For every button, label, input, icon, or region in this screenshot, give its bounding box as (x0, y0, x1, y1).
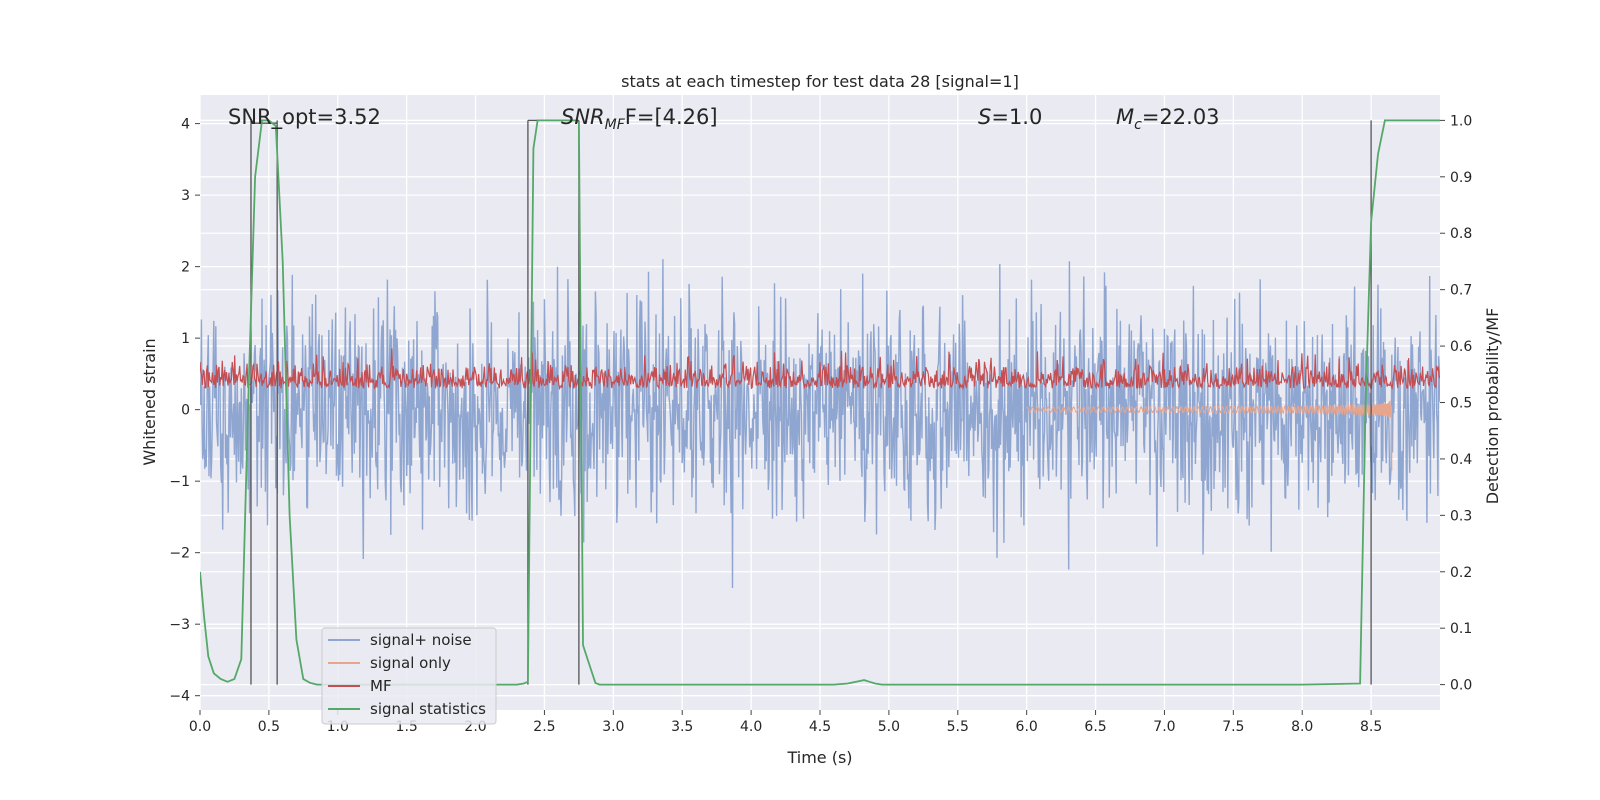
legend-label: signal+ noise (370, 631, 472, 649)
annotation-snr-mf-value: F=[4.26] (625, 105, 718, 129)
x-tick-label: 4.5 (809, 719, 831, 735)
x-tick-label: 4.0 (740, 719, 762, 735)
y-right-tick-label: 0.6 (1450, 339, 1472, 355)
legend-label: signal only (370, 654, 451, 672)
annotation-mc: Mc=22.03 (1116, 105, 1220, 133)
chart-title: stats at each timestep for test data 28 … (621, 72, 1019, 91)
annotation-mc-sub: c (1134, 117, 1142, 133)
y-left-tick-label: −2 (169, 546, 190, 562)
x-tick-label: 8.0 (1291, 719, 1313, 735)
x-tick-label: 8.5 (1360, 719, 1382, 735)
legend-label: MF (370, 677, 392, 695)
x-tick-label: 7.0 (1153, 719, 1175, 735)
y-left-tick-label: −1 (169, 474, 190, 490)
y-right-tick-label: 0.8 (1450, 226, 1472, 242)
y-right-tick-label: 0.9 (1450, 170, 1472, 186)
y-left-tick-label: 3 (181, 188, 190, 204)
x-tick-label: 3.0 (602, 719, 624, 735)
legend-box (321, 627, 497, 725)
y-right-tick-label: 0.0 (1450, 678, 1472, 694)
annotation-mc-value: =22.03 (1142, 105, 1220, 129)
y-axis-left-label: Whitened strain (140, 338, 159, 465)
y-left-tick-label: 1 (181, 331, 190, 347)
x-tick-label: 6.0 (1016, 719, 1038, 735)
y-left-tick-label: 2 (181, 260, 190, 276)
x-tick-label: 0.5 (258, 719, 280, 735)
y-left-tick-label: 0 (181, 403, 190, 419)
y-left-tick-label: 4 (181, 117, 190, 133)
x-tick-label: 3.5 (671, 719, 693, 735)
y-axis-right-ticks: 0.0 0.1 0.2 0.3 0.4 0.5 0.6 0.7 0.8 0.9 1.0 (1440, 113, 1472, 694)
y-right-tick-label: 0.3 (1450, 508, 1472, 524)
y-right-tick-label: 0.1 (1450, 621, 1472, 637)
y-axis-right-label: Detection probability/MF (1483, 308, 1502, 505)
x-axis-ticks: 0.0 0.5 1.0 1.5 2.0 2.5 3.0 3.5 4.0 4.5 5.0 5.5 6.0 6… (189, 710, 1382, 735)
annotation-snr-mf: SNRMFF=[4.26] (561, 105, 718, 133)
y-right-tick-label: 0.4 (1450, 452, 1472, 468)
x-tick-label: 2.5 (533, 719, 555, 735)
y-right-tick-label: 0.2 (1450, 565, 1472, 581)
annotation-mc-symbol: M (1116, 105, 1134, 129)
y-axis-left-ticks: −4 −3 −2 −1 0 1 2 3 4 (169, 117, 200, 705)
legend: signal+ noise signal only MF signal statist… (321, 627, 497, 725)
x-tick-label: 7.5 (1222, 719, 1244, 735)
y-right-tick-label: 1.0 (1450, 113, 1472, 129)
annotation-snr-opt: SNR_opt=3.52 (228, 105, 381, 130)
y-right-tick-label: 0.7 (1450, 283, 1472, 299)
x-tick-label: 5.0 (878, 719, 900, 735)
legend-label: signal statistics (370, 700, 486, 718)
x-tick-label: 0.0 (189, 719, 211, 735)
annotation-s-symbol: S (978, 105, 991, 129)
annotation-s-value: =1.0 (991, 105, 1042, 129)
y-left-tick-label: −4 (169, 689, 190, 705)
x-tick-label: 5.5 (947, 719, 969, 735)
series-signal-only (1026, 400, 1393, 471)
series-layer (200, 119, 1440, 686)
y-right-tick-label: 0.5 (1450, 396, 1472, 412)
annotation-snr-mf-sub: MF (605, 117, 626, 133)
series-mf (200, 348, 1440, 391)
x-axis-label: Time (s) (786, 748, 852, 767)
x-tick-label: 6.5 (1084, 719, 1106, 735)
series-signal-statistics (200, 119, 1440, 686)
annotation-snr-mf-main: SNR (561, 105, 605, 129)
y-left-tick-label: −3 (169, 617, 190, 633)
series-signal-noise (200, 259, 1440, 589)
annotation-s: S=1.0 (978, 105, 1042, 129)
